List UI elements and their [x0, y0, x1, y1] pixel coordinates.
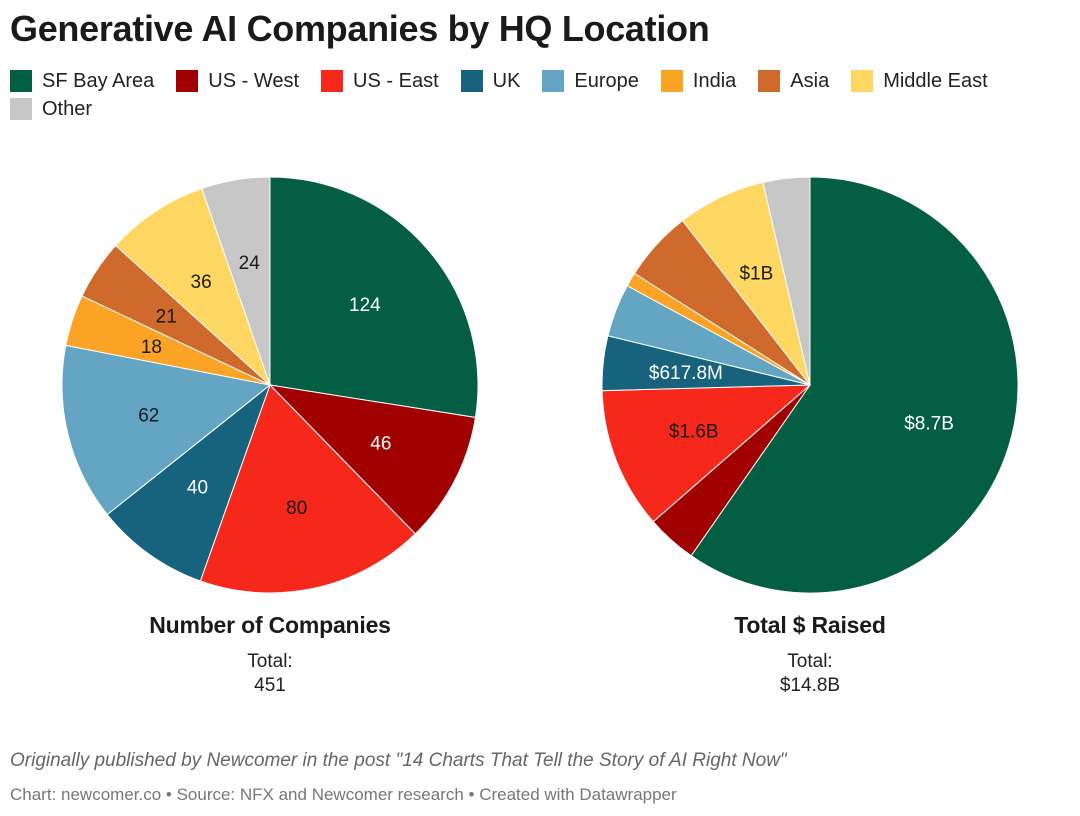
pie-raised: $8.7B $1.6B $617.8M $1B [601, 176, 1019, 594]
pie-raised-total-label: Total: [787, 651, 833, 672]
legend-swatch [758, 70, 781, 92]
chart-title: Generative AI Companies by HQ Location [10, 8, 710, 49]
legend-item: US - East [321, 70, 439, 92]
pie-companies-total: Total: 451 [120, 650, 420, 698]
pie-companies-title: Number of Companies [149, 612, 391, 638]
companies-label-india: 18 [141, 337, 162, 358]
companies-slice-sf-bay-area [269, 176, 479, 419]
legend-label: Europe [574, 69, 639, 92]
pie-raised-total-value: $14.8B [779, 675, 841, 696]
footnote: Originally published by Newcomer in the … [10, 750, 787, 771]
pie-raised-title: Total $ Raised [734, 612, 886, 638]
companies-label-europe: 62 [138, 406, 159, 427]
pie-raised-total: Total: $14.8B [660, 650, 960, 698]
companies-slice-us-east [199, 384, 416, 594]
legend-label: US - West [208, 69, 300, 92]
legend-label: Asia [790, 69, 830, 92]
companies-label-other: 24 [239, 253, 261, 274]
credit-line: Chart: newcomer.co • Source: NFX and New… [10, 785, 677, 804]
legend-item: SF Bay Area [10, 70, 154, 92]
companies-label-middle-east: 36 [191, 272, 212, 293]
companies-slice-uk [106, 383, 272, 582]
raised-label-us-east: $1.6B [669, 421, 719, 442]
raised-slice-us-east [601, 384, 812, 523]
legend-swatch [660, 70, 683, 92]
raised-label-middle-east: $1B [739, 263, 773, 284]
legend-swatch [542, 70, 565, 92]
legend-item: Europe [542, 70, 639, 92]
legend-swatch [10, 70, 32, 92]
legend-label: Middle East [883, 69, 988, 92]
companies-label-asia: 21 [156, 307, 177, 328]
companies-label-us-west: 46 [370, 433, 391, 454]
companies-slice-us-west [268, 384, 477, 535]
companies-slice-middle-east [114, 187, 271, 386]
legend-item: UK [460, 69, 521, 92]
legend-swatch [176, 70, 199, 92]
pie-companies: 124 46 80 40 62 18 21 36 24 [61, 176, 479, 594]
raised-label-sf-bay-area: $8.7B [904, 413, 954, 434]
legend-swatch [460, 70, 483, 92]
legend-label: US - East [353, 69, 439, 92]
companies-label-uk: 40 [187, 478, 208, 499]
pie-companies-total-value: 451 [254, 675, 286, 696]
raised-slice-other [762, 176, 811, 386]
legend-item: Asia [758, 70, 829, 92]
legend-label: SF Bay Area [42, 69, 155, 92]
legend-label: UK [492, 69, 521, 92]
raised-slice-sf-bay-area [690, 176, 1019, 594]
legend-swatch [10, 98, 32, 120]
companies-slice-europe [61, 344, 272, 516]
companies-label-us-east: 80 [286, 498, 307, 519]
companies-slice-other [201, 176, 271, 386]
legend-item: Middle East [851, 70, 988, 92]
legend: SF Bay Area US - West US - East UK Europe Ind… [10, 70, 1070, 120]
pie-companies-total-label: Total: [247, 651, 293, 672]
legend-item: Other [10, 98, 92, 120]
legend-label: India [692, 69, 737, 92]
legend-swatch [321, 70, 344, 92]
legend-swatch [851, 70, 874, 92]
companies-label-sf-bay-area: 124 [349, 295, 381, 316]
legend-label: Other [42, 97, 93, 120]
legend-item: India [660, 69, 737, 92]
raised-label-uk: $617.8M [649, 363, 723, 384]
legend-item: US - West [176, 70, 299, 92]
